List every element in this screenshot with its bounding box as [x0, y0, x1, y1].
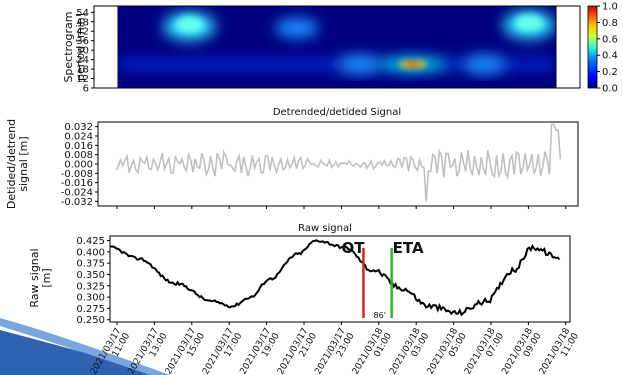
spectrogram-image [118, 6, 556, 88]
spectrogram-ylabel-line2: period [min] [74, 13, 87, 81]
spectrogram-hotspot-1 [275, 18, 319, 38]
annotation-label-eta: ETA [393, 239, 424, 257]
detided-title: Detrended/detided Signal [273, 107, 401, 118]
detided-ylabel-line2: signal [m] [17, 136, 30, 191]
spectrogram-ytick-label: 6 [83, 84, 89, 95]
spectrogram-frame-right [556, 6, 580, 88]
raw-ytick-label: 0.300 [76, 293, 105, 304]
raw-ytick-label: 0.250 [76, 315, 105, 326]
colorbar-tick-label: 1.0 [602, 2, 618, 13]
raw-panel: Raw signal OT ETA 86' 0.4250.4000.3750.350… [28, 223, 570, 326]
raw-ytick-label: 0.350 [76, 270, 105, 281]
colorbar-tick-label: 0.6 [602, 34, 618, 45]
spectrogram-hotspot-2 [337, 54, 381, 74]
colorbar-gradient [588, 6, 597, 88]
detided-ytick-label: -0.032 [61, 197, 93, 208]
annotation-note: 86' [374, 311, 386, 320]
spectrogram-hotspot-core-5 [515, 15, 543, 31]
colorbar-tick-label: 0.4 [602, 51, 618, 62]
spectrogram-hotspot-peak-3 [406, 62, 420, 67]
raw-ytick-label: 0.425 [76, 236, 105, 247]
spectrogram-frame-left [94, 6, 118, 88]
spectrogram-hotspot-core-0 [176, 17, 204, 33]
colorbar-tick-label: 0.8 [602, 18, 618, 29]
raw-ytick-label: 0.275 [76, 304, 105, 315]
raw-ytick-label: 0.400 [76, 247, 105, 258]
raw-ytick-label: 0.375 [76, 259, 105, 270]
annotation-label-ot: OT [341, 239, 365, 257]
raw-ylabel-line2: [m] [40, 268, 53, 287]
raw-title: Raw signal [298, 223, 352, 234]
colorbar-tick-label: 0.2 [602, 67, 618, 78]
x-tick-labels: 2021/03/1711:002021/03/1713:002021/03/17… [89, 326, 581, 375]
detided-panel: Detrended/detided Signal 0.0320.0240.016… [5, 107, 578, 209]
colorbar: 0.0 0.2 0.4 0.6 0.8 1.0 [588, 2, 618, 95]
raw-ytick-label: 0.325 [76, 281, 105, 292]
spectrogram-hotspot-4 [462, 54, 506, 74]
colorbar-tick-label: 0.0 [602, 84, 618, 95]
